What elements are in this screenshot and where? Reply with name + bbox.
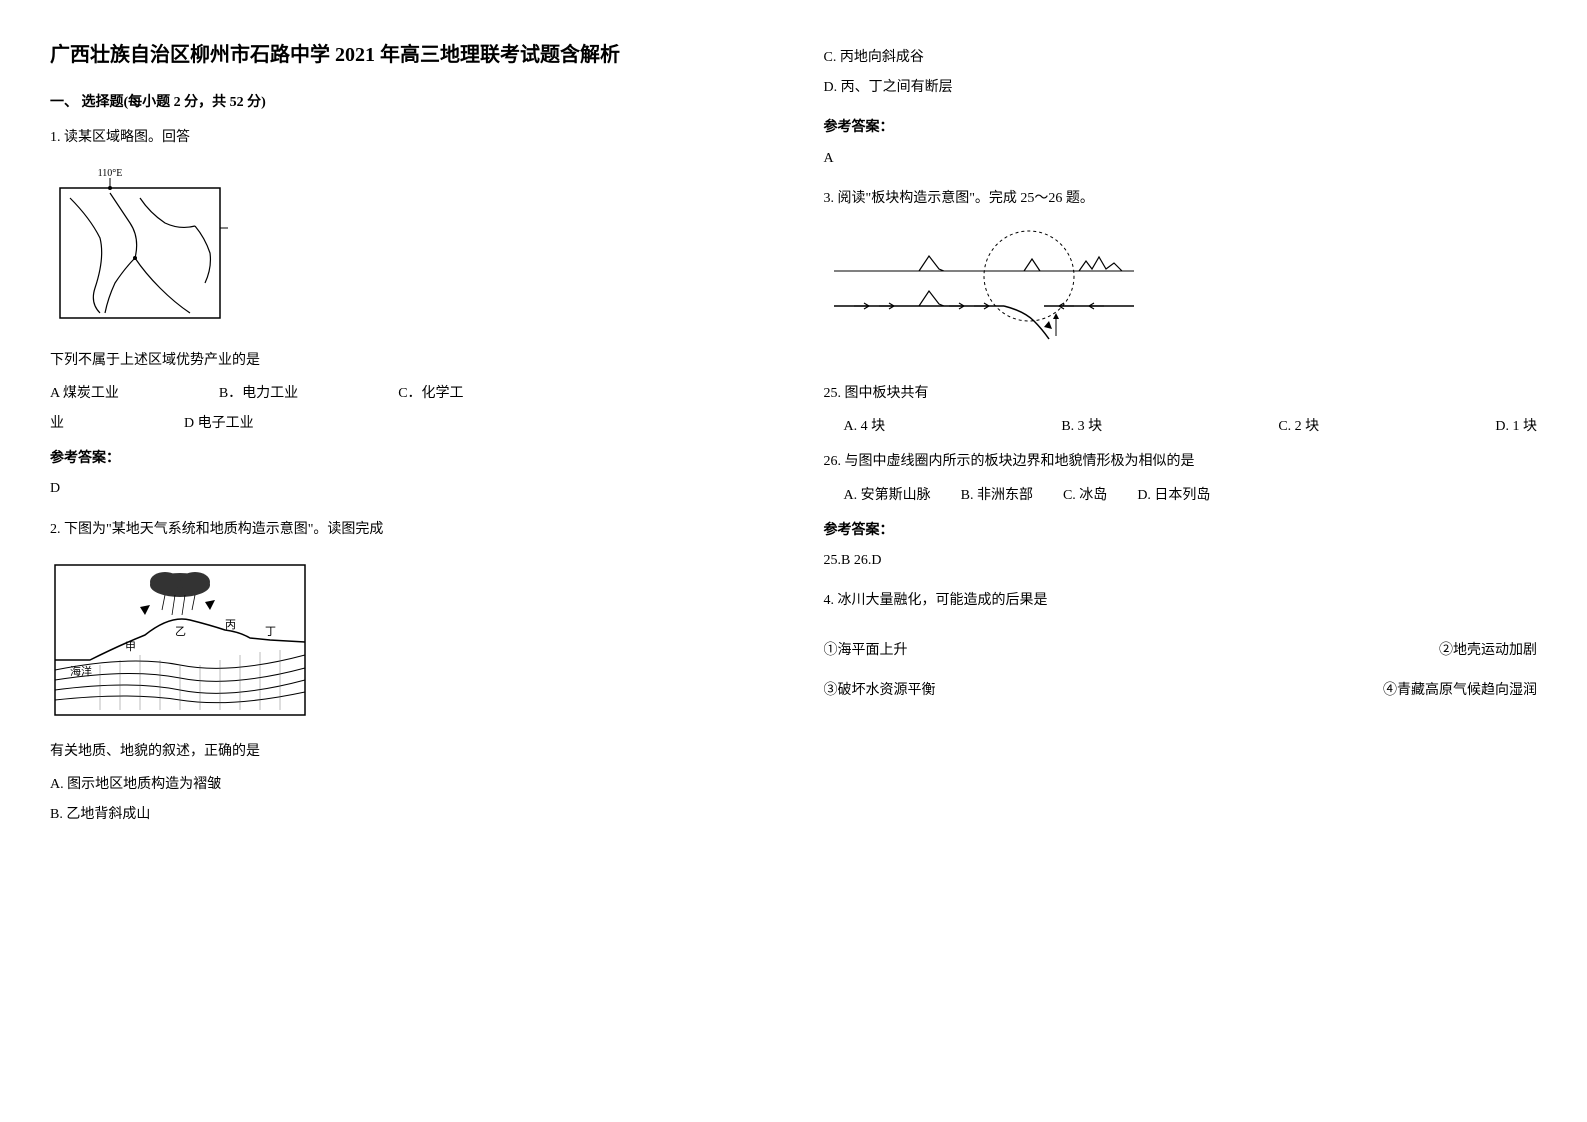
q25-opt-c: C. 2 块 bbox=[1278, 414, 1319, 439]
q1-opt-d: D 电子工业 bbox=[184, 411, 254, 436]
q1-map-figure: 110°E 39°N bbox=[50, 168, 230, 328]
q1-answer: D bbox=[50, 476, 764, 501]
question-2: 2. 下图为"某地天气系统和地质构造示意图"。读图完成 bbox=[50, 517, 764, 828]
q2-opt-b: B. 乙地背斜成山 bbox=[50, 802, 764, 827]
q1-opt-b: B．电力工业 bbox=[219, 381, 298, 406]
q3-body: 阅读"板块构造示意图"。完成 25～26 题。 bbox=[838, 191, 1094, 206]
q2-body: 下图为"某地天气系统和地质构造示意图"。读图完成 bbox=[64, 522, 383, 537]
q2-geology-figure: 海洋 甲 乙 丙 丁 bbox=[50, 560, 310, 720]
q1-options-row1: A 煤炭工业 B．电力工业 C．化学工 bbox=[50, 381, 764, 406]
question-1: 1. 读某区域略图。回答 110°E 39°N bbox=[50, 125, 764, 501]
q26-opt-b: B. 非洲东部 bbox=[961, 483, 1033, 508]
q3-plate-figure bbox=[824, 221, 1538, 351]
q1-number: 1. bbox=[50, 130, 61, 145]
q1-body: 读某区域略图。回答 bbox=[64, 130, 190, 145]
q2-answer-label: 参考答案： bbox=[824, 115, 1538, 140]
q4-number: 4. bbox=[824, 593, 835, 608]
section-header: 一、 选择题(每小题 2 分，共 52 分) bbox=[50, 90, 764, 115]
q3-answer: 25.B 26.D bbox=[824, 548, 1538, 573]
q4-row2: ③破坏水资源平衡 ④青藏高原气候趋向湿润 bbox=[824, 678, 1538, 703]
bing-label: 丙 bbox=[225, 619, 236, 631]
q4-opt3: ③破坏水资源平衡 bbox=[824, 678, 936, 703]
q2-answer: A bbox=[824, 146, 1538, 171]
question-3: 3. 阅读"板块构造示意图"。完成 25～26 题。 bbox=[824, 186, 1538, 573]
q1-opt-a: A 煤炭工业 bbox=[50, 381, 119, 406]
q1-subtext: 下列不属于上述区域优势产业的是 bbox=[50, 348, 764, 373]
q25-opt-b: B. 3 块 bbox=[1061, 414, 1102, 439]
q4-opt4: ④青藏高原气候趋向湿润 bbox=[1383, 678, 1537, 703]
q3-number: 3. bbox=[824, 191, 835, 206]
q4-opt2: ②地壳运动加剧 bbox=[1439, 638, 1537, 663]
ding-label: 丁 bbox=[265, 626, 276, 638]
q4-body: 冰川大量融化，可能造成的后果是 bbox=[838, 593, 1048, 608]
q2-opt-c: C. 丙地向斜成谷 bbox=[824, 45, 1538, 70]
q1-opt-c: C．化学工 bbox=[398, 381, 463, 406]
q4-text: 4. 冰川大量融化，可能造成的后果是 bbox=[824, 588, 1538, 613]
question-4: 4. 冰川大量融化，可能造成的后果是 ①海平面上升 ②地壳运动加剧 ③破坏水资源… bbox=[824, 588, 1538, 704]
q25-opt-d: D. 1 块 bbox=[1495, 414, 1537, 439]
map-label-110e: 110°E bbox=[98, 168, 123, 179]
q2-subtext: 有关地质、地貌的叙述，正确的是 bbox=[50, 739, 764, 764]
q4-opt1: ①海平面上升 bbox=[824, 638, 908, 663]
q2-opt-d: D. 丙、丁之间有断层 bbox=[824, 75, 1538, 100]
q25-text: 25. 图中板块共有 bbox=[824, 381, 1538, 406]
q2-number: 2. bbox=[50, 522, 61, 537]
q4-row1: ①海平面上升 ②地壳运动加剧 bbox=[824, 638, 1538, 663]
exam-title: 广西壮族自治区柳州市石路中学 2021 年高三地理联考试题含解析 bbox=[50, 40, 764, 70]
q3-text: 3. 阅读"板块构造示意图"。完成 25～26 题。 bbox=[824, 186, 1538, 211]
q1-answer-label: 参考答案： bbox=[50, 446, 764, 471]
q26-options: A. 安第斯山脉 B. 非洲东部 C. 冰岛 D. 日本列岛 bbox=[824, 483, 1538, 508]
q26-opt-c: C. 冰岛 bbox=[1063, 483, 1107, 508]
q25-opt-a: A. 4 块 bbox=[844, 414, 886, 439]
q26-opt-d: D. 日本列岛 bbox=[1137, 483, 1210, 508]
q26-opt-a: A. 安第斯山脉 bbox=[844, 483, 931, 508]
yi-label: 乙 bbox=[175, 625, 186, 638]
q3-answer-label: 参考答案： bbox=[824, 518, 1538, 543]
q1-options-row2: 业 D 电子工业 bbox=[50, 411, 764, 436]
q26-text: 26. 与图中虚线圈内所示的板块边界和地貌情形极为相似的是 bbox=[824, 449, 1538, 474]
q1-opt-line2-a: 业 bbox=[50, 411, 64, 436]
q25-options: A. 4 块 B. 3 块 C. 2 块 D. 1 块 bbox=[824, 414, 1538, 439]
q2-text: 2. 下图为"某地天气系统和地质构造示意图"。读图完成 bbox=[50, 517, 764, 542]
jia-label: 甲 bbox=[125, 641, 136, 653]
q1-text: 1. 读某区域略图。回答 bbox=[50, 125, 764, 150]
q2-opt-a: A. 图示地区地质构造为褶皱 bbox=[50, 772, 764, 797]
